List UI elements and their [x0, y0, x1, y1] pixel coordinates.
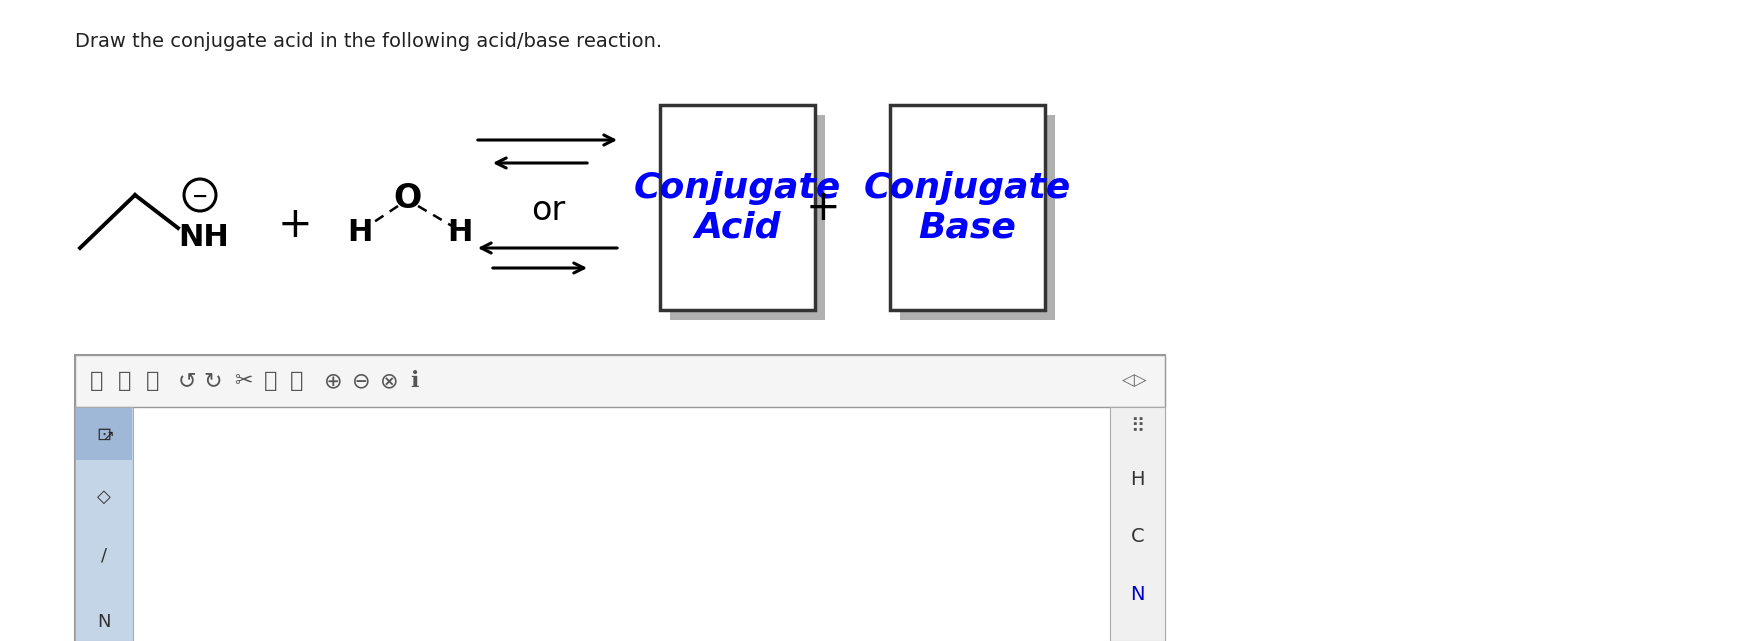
- Text: C: C: [1130, 528, 1144, 547]
- Text: Base: Base: [918, 210, 1016, 244]
- Text: −: −: [191, 187, 209, 206]
- Bar: [75, 355, 1165, 407]
- Bar: [75, 355, 1165, 641]
- Text: ◇: ◇: [97, 488, 111, 506]
- Circle shape: [184, 179, 216, 211]
- Bar: [899, 115, 1054, 320]
- Text: ℹ: ℹ: [410, 371, 419, 391]
- Text: ⧉: ⧉: [264, 371, 278, 391]
- Text: ⠿: ⠿: [1130, 417, 1144, 437]
- Text: N: N: [1130, 585, 1144, 604]
- Text: O: O: [393, 181, 423, 215]
- Text: H: H: [1130, 469, 1144, 488]
- Text: ⊖: ⊖: [351, 371, 370, 391]
- Bar: [77, 408, 132, 460]
- Text: Draw the conjugate acid in the following acid/base reaction.: Draw the conjugate acid in the following…: [75, 32, 663, 51]
- Text: 📂: 📂: [118, 371, 132, 391]
- Text: N: N: [97, 613, 111, 631]
- Text: NH: NH: [177, 222, 228, 251]
- Bar: [1109, 407, 1165, 641]
- Text: ↻: ↻: [203, 371, 223, 391]
- Text: ↗: ↗: [103, 428, 113, 442]
- Text: Conjugate: Conjugate: [633, 171, 840, 204]
- Text: Conjugate: Conjugate: [863, 171, 1071, 204]
- Text: ✂: ✂: [233, 371, 252, 391]
- Text: or: or: [530, 194, 565, 226]
- Bar: [132, 407, 1109, 641]
- Bar: [659, 105, 814, 310]
- Text: ↺: ↺: [177, 371, 197, 391]
- Text: +: +: [278, 204, 313, 246]
- Bar: [670, 115, 824, 320]
- Text: ⊗: ⊗: [379, 371, 398, 391]
- Text: H: H: [348, 217, 372, 247]
- Bar: [75, 407, 132, 641]
- Text: ⧈: ⧈: [290, 371, 304, 391]
- Text: 📄: 📄: [90, 371, 104, 391]
- Text: H: H: [447, 217, 473, 247]
- Text: Acid: Acid: [694, 210, 781, 244]
- Text: /: /: [101, 546, 108, 564]
- Text: 💾: 💾: [146, 371, 160, 391]
- Text: +: +: [805, 187, 840, 229]
- Bar: [889, 105, 1045, 310]
- Text: ⊕: ⊕: [323, 371, 343, 391]
- Text: ⊡: ⊡: [96, 426, 111, 444]
- Text: ◁▷: ◁▷: [1122, 372, 1148, 390]
